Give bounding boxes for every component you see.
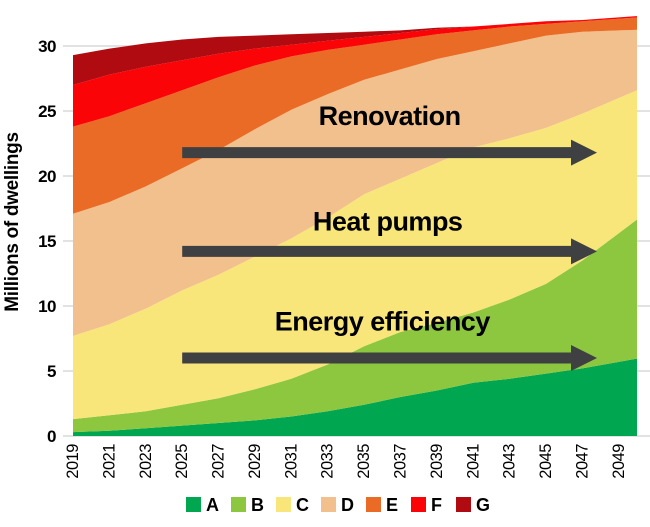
legend-swatch-G xyxy=(456,497,471,512)
y-tick-label: 30 xyxy=(38,37,56,56)
x-tick-label: 2023 xyxy=(137,444,155,479)
area-band-F xyxy=(73,16,637,127)
area-band-E xyxy=(73,17,637,214)
y-tick-label: 25 xyxy=(38,102,56,121)
x-tick-label: 2019 xyxy=(64,444,82,479)
x-tick-label: 2029 xyxy=(246,444,264,479)
legend-label-B: B xyxy=(251,495,264,515)
y-axis-title: Millions of dwellings xyxy=(2,132,23,311)
x-tick-label: 2025 xyxy=(173,444,191,479)
legend-label-G: G xyxy=(476,495,490,515)
annotation-arrow-0 xyxy=(182,139,597,166)
y-tick-label: 20 xyxy=(38,167,56,186)
legend-label-A: A xyxy=(206,495,219,515)
annotation-arrow-1 xyxy=(182,238,597,265)
y-tick-label: 10 xyxy=(38,297,56,316)
x-tick-label: 2021 xyxy=(100,444,118,479)
x-tick-label: 2037 xyxy=(392,444,410,479)
area-band-A xyxy=(73,358,637,436)
x-tick-label: 2031 xyxy=(282,444,300,479)
y-tick-label: 0 xyxy=(47,427,56,446)
legend-swatch-E xyxy=(366,497,381,512)
annotation-label-2: Energy efficiency xyxy=(275,307,491,337)
y-tick-label: 15 xyxy=(38,232,56,251)
x-tick-label: 2047 xyxy=(573,444,591,479)
legend-swatch-B xyxy=(231,497,246,512)
x-tick-label: 2049 xyxy=(610,444,628,479)
y-tick-label: 5 xyxy=(47,362,56,381)
legend-swatch-C xyxy=(276,497,291,512)
legend-label-E: E xyxy=(386,495,398,515)
legend-swatch-D xyxy=(321,497,336,512)
x-tick-label: 2027 xyxy=(210,444,228,479)
annotation-label-0: Renovation xyxy=(319,101,461,131)
legend-label-F: F xyxy=(431,495,442,515)
legend-swatch-F xyxy=(411,497,426,512)
x-tick-label: 2035 xyxy=(355,444,373,479)
area-band-B xyxy=(73,219,637,433)
annotation-label-1: Heat pumps xyxy=(313,207,463,237)
legend-label-C: C xyxy=(296,495,309,515)
annotation-arrow-2 xyxy=(182,345,597,371)
x-tick-label: 2043 xyxy=(501,444,519,479)
legend-swatch-A xyxy=(186,497,201,512)
area-band-D xyxy=(73,29,637,336)
x-tick-label: 2041 xyxy=(464,444,482,479)
x-tick-label: 2039 xyxy=(428,444,446,479)
legend-label-D: D xyxy=(341,495,354,515)
x-tick-label: 2045 xyxy=(537,444,555,479)
area-band-G xyxy=(73,16,637,86)
x-tick-label: 2033 xyxy=(319,444,337,479)
